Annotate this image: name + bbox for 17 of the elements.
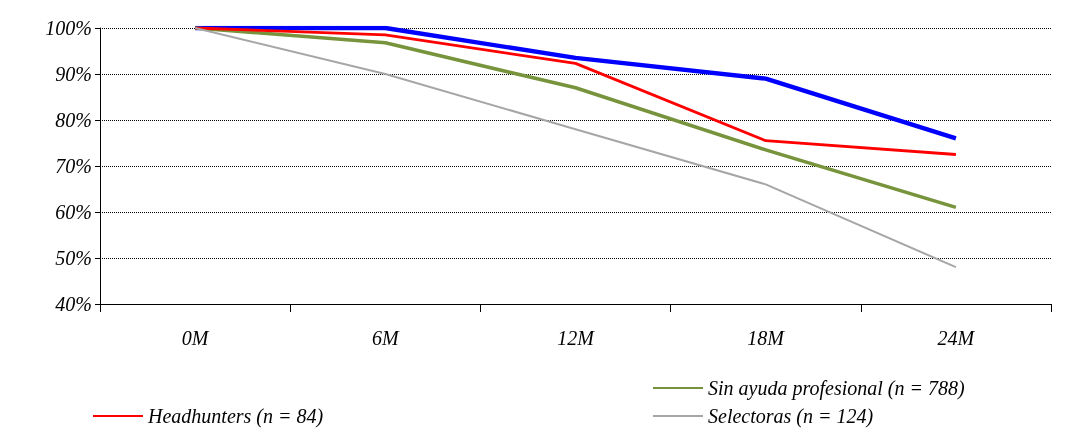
y-tick-label: 40% <box>55 293 92 315</box>
line-series <box>194 27 957 269</box>
line-series <box>193 26 958 210</box>
legend-label: Sin ayuda profesional (n = 788) <box>708 377 965 400</box>
y-tick-label: 60% <box>55 201 92 223</box>
x-tick-label: 0M <box>181 327 210 349</box>
x-tick-label: 24M <box>937 327 976 349</box>
legend-label: Headhunters (n = 84) <box>147 405 324 428</box>
legend-label: Selectoras (n = 124) <box>708 405 874 428</box>
y-tick-label: 70% <box>55 155 92 177</box>
x-tick-label: 6M <box>371 327 400 349</box>
y-tick-label: 90% <box>55 63 92 85</box>
x-tick-label: 12M <box>557 327 596 349</box>
y-tick-label: 100% <box>45 17 92 39</box>
y-tick-label: 50% <box>55 247 92 269</box>
x-tick-label: 18M <box>747 327 786 349</box>
y-tick-label: 80% <box>55 109 92 131</box>
